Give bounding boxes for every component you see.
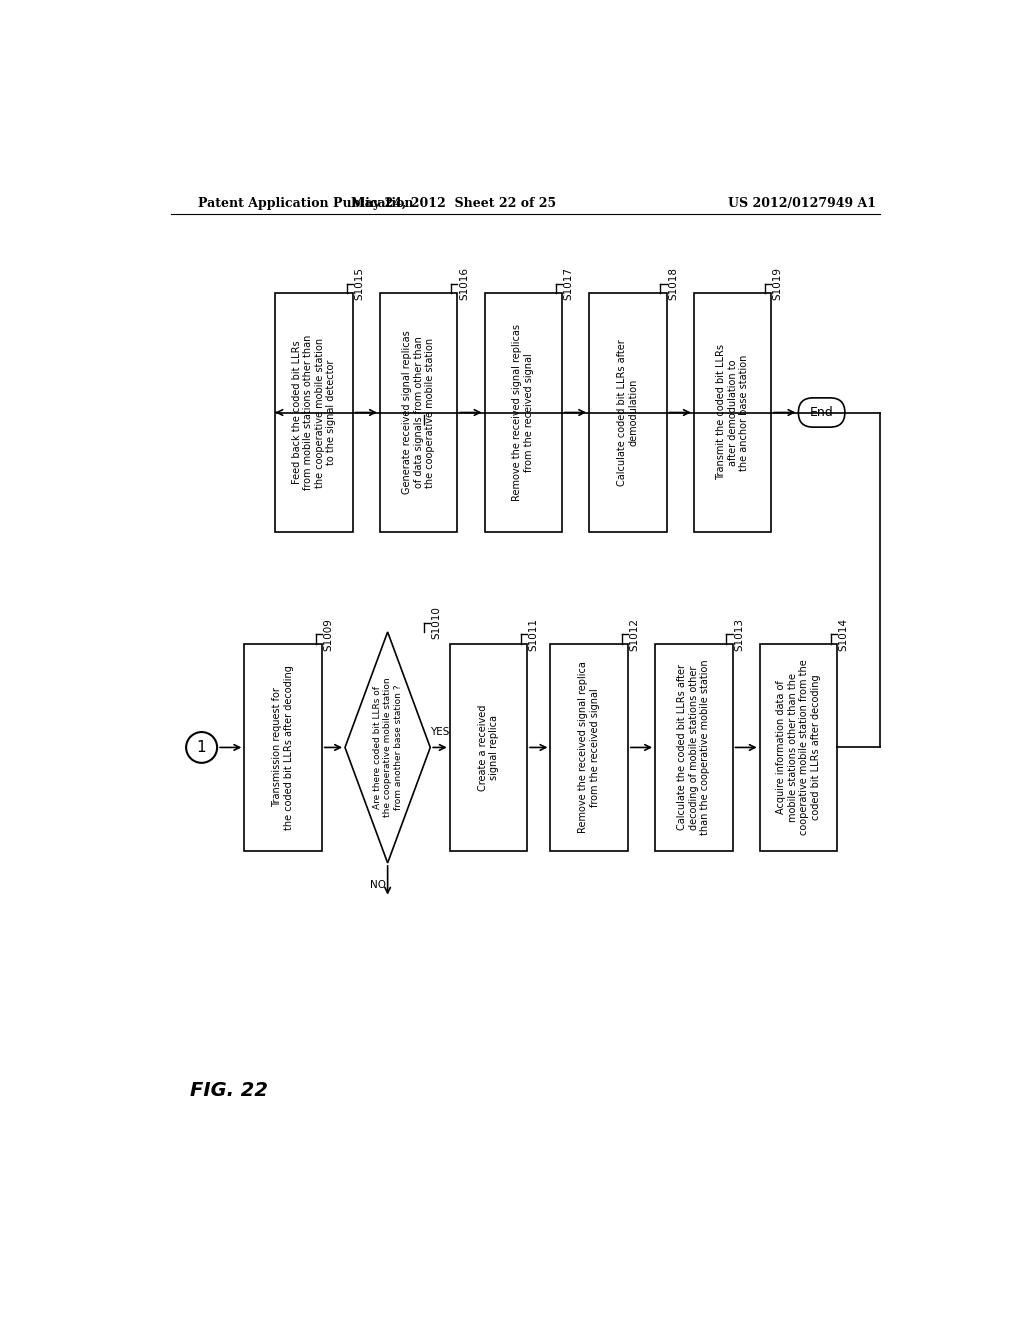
Text: Acquire information data of
mobile stations other than the
cooperative mobile st: Acquire information data of mobile stati… bbox=[776, 660, 821, 836]
Text: S1017: S1017 bbox=[563, 268, 573, 301]
Text: NO: NO bbox=[371, 880, 386, 890]
Text: 1: 1 bbox=[197, 741, 207, 755]
FancyBboxPatch shape bbox=[589, 293, 667, 532]
Text: Are there coded bit LLRs of
the cooperative mobile station
from another base sta: Are there coded bit LLRs of the cooperat… bbox=[373, 677, 402, 817]
FancyBboxPatch shape bbox=[655, 644, 732, 851]
Polygon shape bbox=[345, 632, 430, 863]
FancyBboxPatch shape bbox=[693, 293, 771, 532]
Text: Create a received
signal replica: Create a received signal replica bbox=[477, 705, 499, 791]
FancyBboxPatch shape bbox=[245, 644, 322, 851]
Text: Calculate the coded bit LLRs after
decoding of mobile stations other
than the co: Calculate the coded bit LLRs after decod… bbox=[677, 660, 711, 836]
Text: YES: YES bbox=[430, 727, 450, 737]
Text: FIG. 22: FIG. 22 bbox=[190, 1081, 268, 1100]
Text: S1013: S1013 bbox=[734, 618, 744, 651]
Text: Feed back the coded bit LLRs
from mobile stations other than
the cooperative mob: Feed back the coded bit LLRs from mobile… bbox=[292, 335, 337, 490]
Text: Calculate coded bit LLRs after
demodulation: Calculate coded bit LLRs after demodulat… bbox=[617, 339, 639, 486]
Text: Generate received signal replicas
of data signals from other than
the cooperativ: Generate received signal replicas of dat… bbox=[402, 330, 435, 495]
FancyBboxPatch shape bbox=[275, 293, 352, 532]
FancyBboxPatch shape bbox=[450, 644, 527, 851]
Text: S1014: S1014 bbox=[839, 618, 849, 651]
FancyBboxPatch shape bbox=[799, 397, 845, 428]
Text: End: End bbox=[810, 407, 834, 418]
Text: S1010: S1010 bbox=[432, 606, 441, 639]
Text: Remove the received signal replicas
from the received signal: Remove the received signal replicas from… bbox=[512, 323, 535, 502]
Text: S1016: S1016 bbox=[459, 268, 469, 301]
Text: S1009: S1009 bbox=[324, 618, 333, 651]
Text: S1012: S1012 bbox=[630, 618, 639, 651]
Text: Patent Application Publication: Patent Application Publication bbox=[198, 197, 414, 210]
Text: May 24, 2012  Sheet 22 of 25: May 24, 2012 Sheet 22 of 25 bbox=[351, 197, 556, 210]
Text: Transmit the coded bit LLRs
after demodulation to
the anchor base station: Transmit the coded bit LLRs after demodu… bbox=[716, 345, 750, 480]
Text: S1011: S1011 bbox=[528, 618, 539, 651]
FancyBboxPatch shape bbox=[550, 644, 628, 851]
Text: S1019: S1019 bbox=[773, 268, 782, 301]
Text: Remove the received signal replica
from the received signal: Remove the received signal replica from … bbox=[579, 661, 600, 833]
Text: Transmission request for
the coded bit LLRs after decoding: Transmission request for the coded bit L… bbox=[272, 665, 294, 830]
Text: US 2012/0127949 A1: US 2012/0127949 A1 bbox=[728, 197, 877, 210]
FancyBboxPatch shape bbox=[380, 293, 458, 532]
FancyBboxPatch shape bbox=[760, 644, 838, 851]
Text: S1018: S1018 bbox=[669, 268, 678, 301]
FancyBboxPatch shape bbox=[484, 293, 562, 532]
Text: S1015: S1015 bbox=[354, 268, 365, 301]
